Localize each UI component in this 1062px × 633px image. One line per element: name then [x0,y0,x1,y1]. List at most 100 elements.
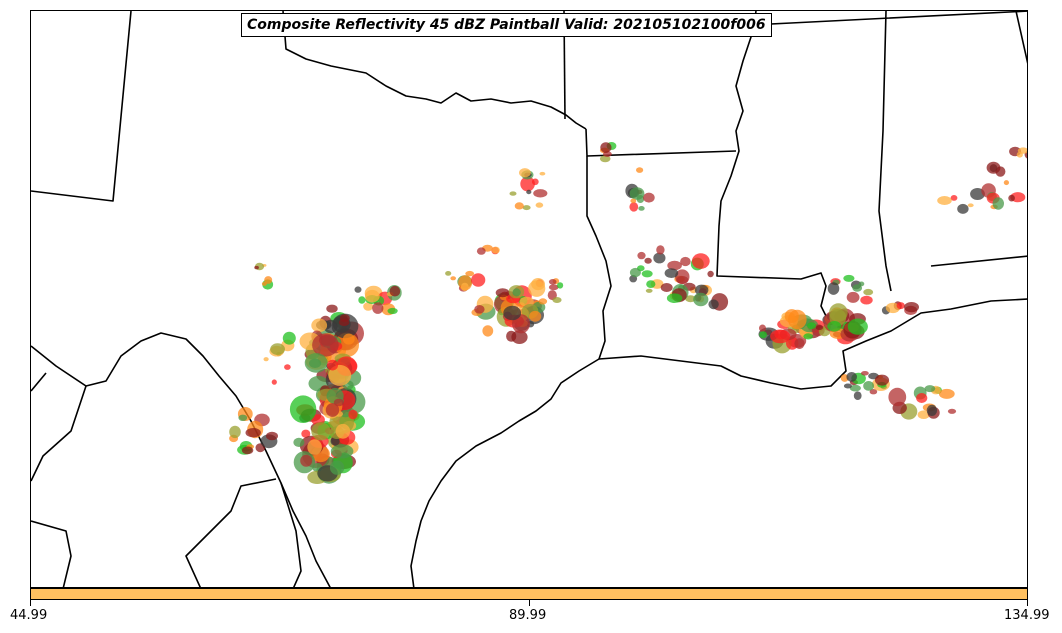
storm-cell [759,324,766,332]
storm-cell [363,302,374,311]
storm-cell [827,321,842,332]
storm-cell [509,191,517,196]
colorbar-label-max: 134.99 [1004,608,1050,623]
storm-cell [311,422,331,441]
storm-cell [514,202,524,210]
storm-cell [904,302,919,313]
storm-cell [986,161,1001,174]
storm-cell [1003,180,1010,186]
storm-cell [241,446,254,455]
storm-cell [759,331,767,339]
storm-cell [636,167,644,173]
colorbar-tick-max [1027,600,1028,606]
storm-cell [263,357,269,362]
storm-cell [548,284,559,291]
storm-cell [372,302,384,314]
storm-cell [270,343,285,355]
storm-cell [685,295,696,303]
storm-cell [843,383,852,389]
storm-cell [531,178,539,186]
storm-cell [874,374,890,386]
storm-cell [491,246,500,254]
storm-cell [445,271,452,276]
storm-cell [708,299,719,310]
mexico-state-line-2 [31,385,87,482]
storm-cell [938,388,955,399]
storm-cell [599,155,611,163]
storm-cell [924,385,936,393]
storm-cell [794,338,805,349]
texas-north-border [282,11,587,130]
mississippi-river [716,11,827,317]
storm-cell [529,310,542,322]
storm-cell [643,192,655,203]
storm-cell [333,398,344,407]
storm-cell [788,309,807,330]
storm-cell [600,142,612,153]
storm-cell [827,282,840,295]
storm-cell [335,423,351,439]
storm-cell [860,295,873,305]
storm-cell [847,318,868,335]
storm-cell [660,283,673,292]
storm-cell [533,189,548,198]
storm-cell [526,189,532,195]
storm-cell [656,245,665,255]
storm-cell [707,270,714,278]
storm-cell [245,428,261,438]
storm-cell [815,325,824,331]
storm-cell [284,364,291,370]
storm-cell [843,274,855,282]
storm-cell [680,256,691,267]
storm-cell [646,280,656,288]
storm-cell [338,318,350,326]
storm-cell [637,251,646,260]
storm-cell [460,282,469,292]
colorbar-tick-mid [529,600,530,606]
storm-cell [495,288,510,298]
storm-cell [450,276,457,281]
mexico-state-line-3 [185,478,277,587]
storm-cell [638,206,645,211]
storm-cell [387,307,398,315]
storm-cell [653,252,666,264]
storm-cell [947,408,957,414]
storm-cell [630,198,637,204]
storm-cell [289,395,317,424]
storm-cell [644,257,652,264]
storm-cell [307,439,322,455]
mexico-state-line-4 [280,482,302,587]
storm-cell [1017,147,1027,154]
storm-cell [476,247,486,255]
storm-cell [329,460,345,475]
storm-cell [301,429,311,438]
paintball-cells [229,142,1027,484]
tx-la-border [586,156,612,360]
storm-cell [300,454,313,467]
storm-cell [693,292,709,307]
storm-cell [992,197,1004,210]
storm-cell [326,304,338,313]
storm-cell [474,305,485,314]
storm-cell [676,276,689,284]
storm-cell [803,333,813,340]
storm-cell [358,296,366,304]
storm-cell [482,325,494,337]
storm-cell [311,318,328,333]
storm-cell [846,372,857,382]
nm-south-line [31,372,47,392]
storm-cell [293,437,305,447]
storm-cell [849,384,861,392]
storm-cell [511,330,528,344]
storm-cell [520,176,535,192]
colorbar [30,588,1028,600]
storm-cell [694,284,709,296]
storm-cell [271,379,277,385]
storm-cell [557,282,564,289]
storm-cell [853,391,862,401]
storm-cell [519,168,531,178]
storm-cell [261,281,267,286]
gulf-coast-louisiana [598,298,1027,390]
storm-cell [254,265,259,270]
storm-cell [667,260,682,271]
